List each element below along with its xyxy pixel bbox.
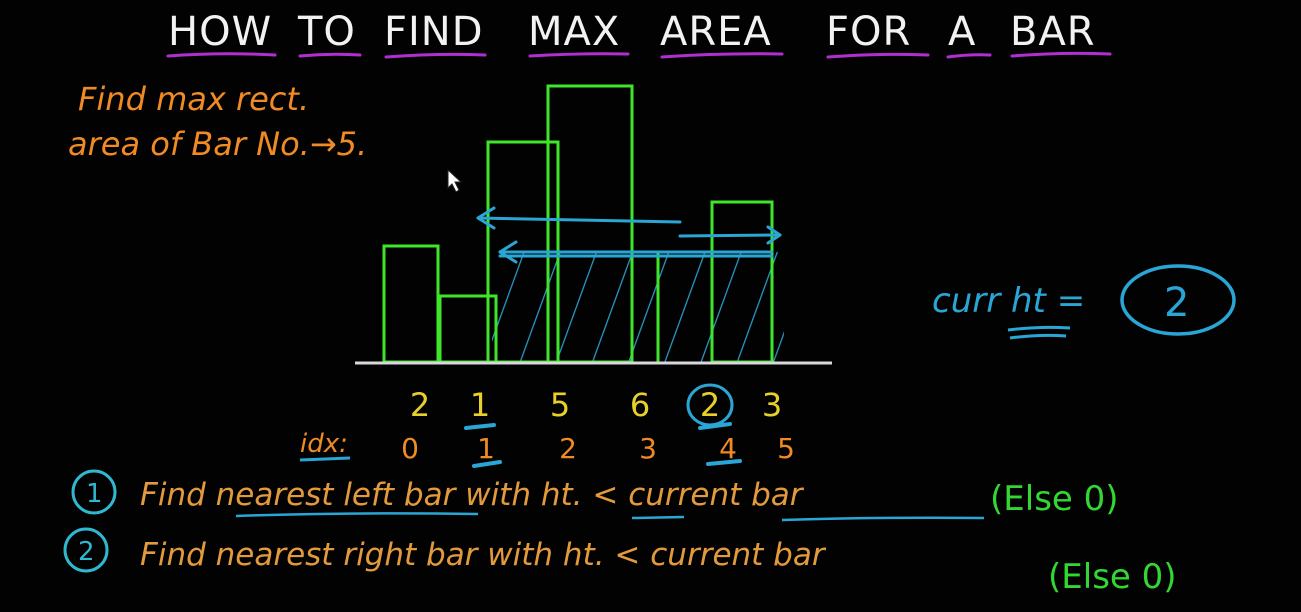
step-2-prefix: Find: [140, 537, 216, 573]
title-word-max: MAX: [528, 9, 620, 55]
height-label-0: 2: [410, 386, 430, 424]
height-label-5: 3: [762, 386, 782, 424]
mouse-cursor-icon: [447, 168, 463, 193]
bar-0: [382, 244, 440, 364]
step-1-text: Find nearest left bar with ht. < current…: [140, 477, 805, 513]
step-2-mid: with: [477, 537, 562, 573]
index-label-4: 4: [719, 432, 737, 465]
title-word-find: FIND: [384, 9, 484, 55]
height-label-4: 2: [700, 386, 720, 424]
step-1-underline-left: [235, 512, 479, 518]
step-2-ht: ht.: [563, 537, 605, 573]
step-2-op: <: [605, 537, 651, 573]
title-word-area: AREA: [660, 9, 772, 55]
step-2-text: Find nearest right bar with ht. < curren…: [140, 537, 827, 573]
step-2-cur: current bar: [650, 537, 827, 573]
note: Find max rect. area of Bar No.→5.: [68, 80, 367, 163]
height-label-3: 6: [630, 386, 650, 424]
curr-ht-label: curr ht =: [932, 281, 1085, 321]
step-1-emph: nearest left bar: [216, 477, 458, 513]
step-1-tail: (Else 0): [990, 479, 1119, 519]
underline-i1: [472, 460, 502, 468]
step-2-emph: nearest right bar: [216, 537, 480, 573]
index-label-2: 2: [559, 432, 577, 465]
curr-ht-value: 2: [1164, 280, 1189, 326]
step-1-ht: ht.: [541, 477, 583, 513]
idx-underline: [299, 456, 351, 462]
step-1-mid: with: [455, 477, 540, 513]
step-2: 2 Find nearest right bar with ht. < curr…: [63, 527, 1177, 597]
step-1-underline-cur: [781, 516, 985, 522]
hatched-area: [492, 252, 784, 362]
index-label-3: 3: [639, 432, 657, 465]
note-line-1: Find max rect.: [78, 80, 309, 118]
index-label-5: 5: [777, 432, 795, 465]
underline-i4: [706, 459, 742, 466]
step-1-badge: [71, 469, 117, 515]
title-word-how: HOW: [168, 9, 272, 55]
idx-label: idx:: [300, 429, 348, 459]
index-label-1: 1: [477, 432, 495, 465]
title-word-to: TO: [297, 9, 356, 55]
step-1-cur: current bar: [628, 477, 805, 513]
height-label-2: 5: [550, 386, 570, 424]
step-2-tail: (Else 0): [1048, 557, 1177, 597]
step-1-op: <: [583, 477, 629, 513]
curr-ht-underline: [1007, 325, 1071, 340]
step-1: 1 Find nearest left bar with ht. < curre…: [71, 469, 1119, 522]
right-arrow-top: [678, 233, 782, 238]
step-2-badge: [63, 527, 109, 573]
step-1-num: 1: [86, 479, 103, 509]
title-word-for: FOR: [826, 9, 911, 55]
current-height: curr ht = 2: [932, 264, 1236, 340]
index-label-0: 0: [401, 432, 419, 465]
height-label-1: 1: [470, 386, 490, 424]
underline-h4: [698, 422, 732, 430]
underline-h1: [464, 423, 496, 430]
title: HOW TO FIND MAX AREA FOR A BAR: [166, 9, 1112, 59]
curr-ht-circle: [1120, 264, 1236, 336]
step-2-num: 2: [78, 537, 95, 567]
step-1-prefix: Find: [140, 477, 216, 513]
title-underlines: [166, 51, 1112, 59]
title-word-a: A: [948, 9, 976, 55]
note-line-2: area of Bar No.→5.: [68, 125, 367, 163]
height-labels: 2 1 5 6 2 3: [410, 386, 782, 424]
index-labels: 0 1 2 3 4 5: [401, 432, 795, 465]
step-1-underline-ht: [631, 515, 685, 520]
title-word-bar: BAR: [1010, 9, 1096, 55]
left-arrow-top: [476, 216, 682, 224]
range-arrows: [476, 206, 782, 264]
